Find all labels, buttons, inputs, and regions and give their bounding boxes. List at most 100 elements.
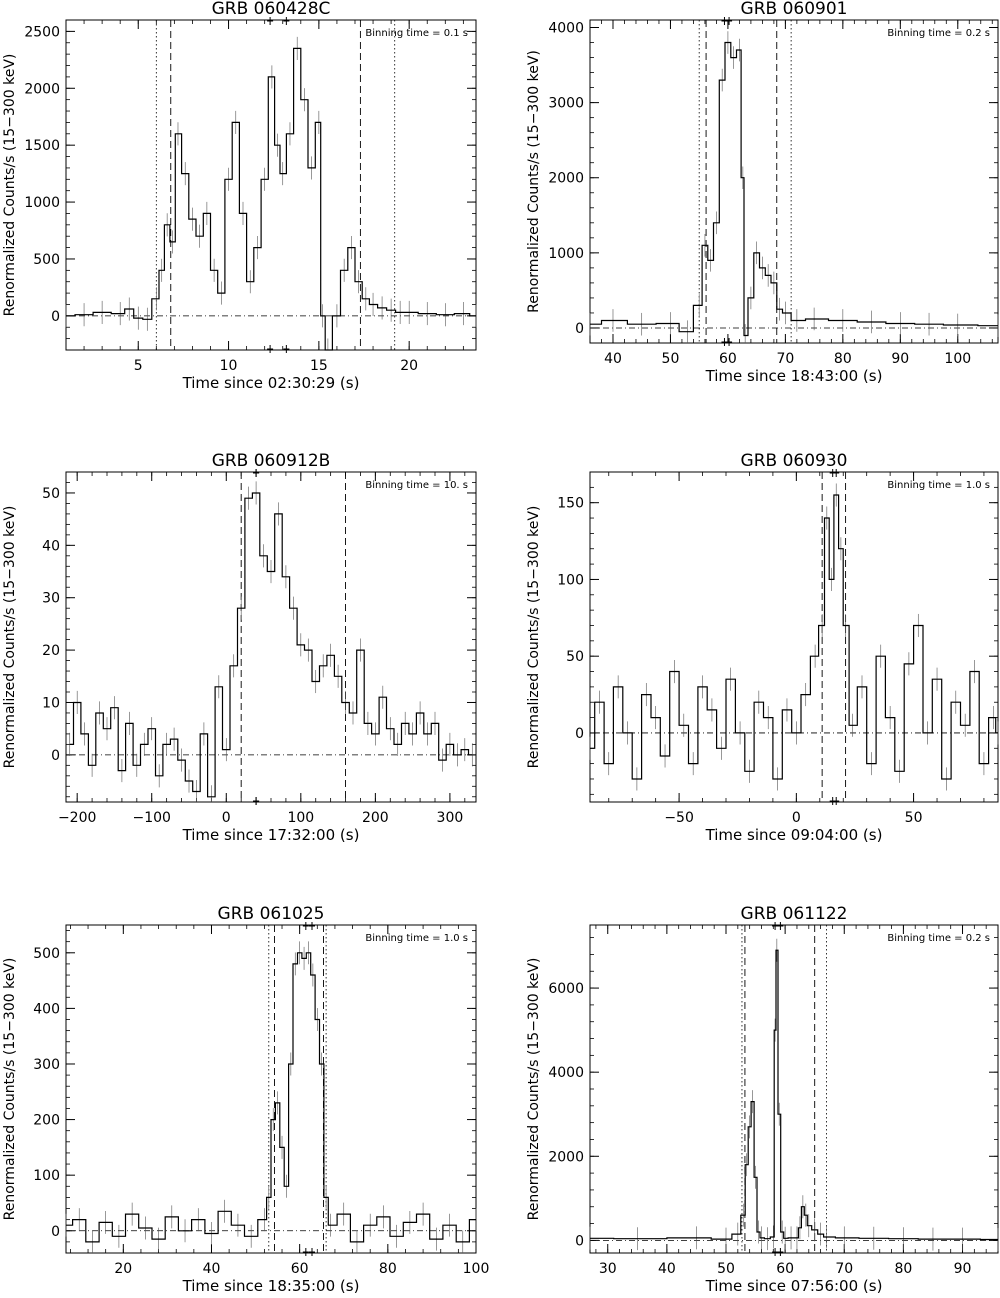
y-tick-label: 2500 [24,24,60,40]
x-axis-label: Time since 18:35:00 (s) [182,1277,360,1295]
plot-frame [589,924,999,1254]
chart-panel-3: −200 −100 0 100 200 300 0 10 20 30 40 50 GRB 060912B… [2,451,477,844]
x-tick-label: 50 [905,810,923,826]
light-curve-series [69,492,473,798]
light-curve-series [66,47,476,351]
y-tick-label: 100 [557,572,584,588]
x-tick-label: −50 [664,810,694,826]
y-tick-label: 300 [33,1057,60,1073]
chart-title: GRB 060930 [741,451,848,471]
y-tick-label: 4000 [548,21,584,37]
light-curve-series [66,952,476,1243]
binning-label: Binning time = 1.0 s [887,480,990,491]
x-tick-label: 10 [220,358,238,374]
x-tick-label: 200 [362,810,389,826]
x-axis-label: Time since 09:04:00 (s) [705,826,883,844]
x-tick-label: 80 [894,1261,912,1277]
x-tick-label: 60 [776,1261,794,1277]
x-tick-label: 90 [954,1261,972,1277]
chart-title: GRB 060428C [212,0,331,19]
y-tick-label: 30 [42,591,60,607]
plot-frame [65,471,477,803]
y-tick-label: 10 [42,695,60,711]
y-tick-label: 200 [33,1113,60,1129]
x-tick-label: 50 [717,1261,735,1277]
y-tick-label: 0 [51,748,60,764]
chart-title: GRB 060901 [741,0,848,19]
x-tick-label: 20 [400,358,418,374]
y-tick-label: 2000 [548,1149,584,1165]
x-axis-label: Time since 02:30:29 (s) [182,374,360,392]
x-tick-label: 100 [463,1261,490,1277]
chart-title: GRB 061025 [218,904,325,924]
x-axis-label: Time since 07:56:00 (s) [705,1277,883,1295]
chart-panel-1: 5 10 15 20 0 500 1000 1500 2000 2500 GRB 060428C Bi… [2,0,477,392]
y-tick-label: 500 [33,252,60,268]
chart-panel-6: 30 40 50 60 70 80 90 0 2000 4000 6000 GRB 061122 Bin… [526,904,999,1295]
plot-frame [65,924,477,1254]
x-tick-label: 60 [719,351,737,367]
y-tick-label: 40 [42,538,60,554]
y-tick-label: 0 [575,1233,584,1249]
binning-label: Binning time = 0.2 s [887,28,990,39]
y-axis-label: Renormalized Counts/s (15−300 keV) [526,50,542,313]
x-tick-label: 30 [599,1261,617,1277]
y-tick-label: 50 [566,649,584,665]
plot-frame [65,19,477,351]
light-curve-series [590,41,998,337]
x-tick-label: −200 [58,810,96,826]
y-axis-label: Renormalized Counts/s (15−300 keV) [2,54,18,317]
x-tick-label: 0 [792,810,801,826]
x-tick-label: 50 [662,351,680,367]
y-tick-label: 0 [575,726,584,742]
y-tick-label: 0 [51,1224,60,1240]
y-tick-label: 50 [42,486,60,502]
x-tick-label: 70 [835,1261,853,1277]
binning-label: Binning time = 10. s [365,480,468,491]
light-curve-series [590,949,998,1241]
plot-frame [589,471,999,803]
y-tick-label: 6000 [548,981,584,997]
chart-title: GRB 061122 [741,904,848,924]
y-tick-label: 100 [33,1168,60,1184]
x-tick-label: 100 [287,810,314,826]
x-tick-label: 40 [658,1261,676,1277]
chart-panel-5: 20 40 60 80 100 0 100 200 300 400 500 GRB 061025 Bin… [2,904,489,1295]
x-tick-label: 70 [776,351,794,367]
y-tick-label: 1500 [24,138,60,154]
y-axis-label: Renormalized Counts/s (15−300 keV) [526,506,542,769]
y-axis-label: Renormalized Counts/s (15−300 keV) [2,958,18,1221]
y-tick-label: 3000 [548,96,584,112]
x-tick-label: 100 [944,351,971,367]
x-axis-label: Time since 17:32:00 (s) [182,826,360,844]
x-tick-label: 20 [114,1261,132,1277]
x-tick-label: 300 [437,810,464,826]
plot-frame [589,19,999,344]
x-tick-label: 90 [891,351,909,367]
y-tick-label: 0 [575,321,584,337]
y-tick-label: 2000 [24,81,60,97]
binning-label: Binning time = 0.1 s [365,28,468,39]
y-tick-label: 500 [33,946,60,962]
y-tick-label: 400 [33,1001,60,1017]
y-tick-label: 150 [557,496,584,512]
chart-panel-4: −50 0 50 0 50 100 150 GRB 060930 Binning time = … [526,451,999,844]
y-axis-label: Renormalized Counts/s (15−300 keV) [2,506,18,769]
y-axis-label: Renormalized Counts/s (15−300 keV) [526,958,542,1221]
x-axis-label: Time since 18:43:00 (s) [705,367,883,385]
light-curve-series [590,494,998,780]
y-tick-label: 20 [42,643,60,659]
x-tick-label: 40 [604,351,622,367]
y-tick-label: 2000 [548,171,584,187]
x-tick-label: 15 [310,358,328,374]
x-tick-label: 80 [834,351,852,367]
x-tick-label: 5 [134,358,143,374]
x-tick-label: 0 [222,810,231,826]
binning-label: Binning time = 1.0 s [365,933,468,944]
y-tick-label: 4000 [548,1065,584,1081]
x-tick-label: 80 [379,1261,397,1277]
x-tick-label: 40 [203,1261,221,1277]
binning-label: Binning time = 0.2 s [887,933,990,944]
